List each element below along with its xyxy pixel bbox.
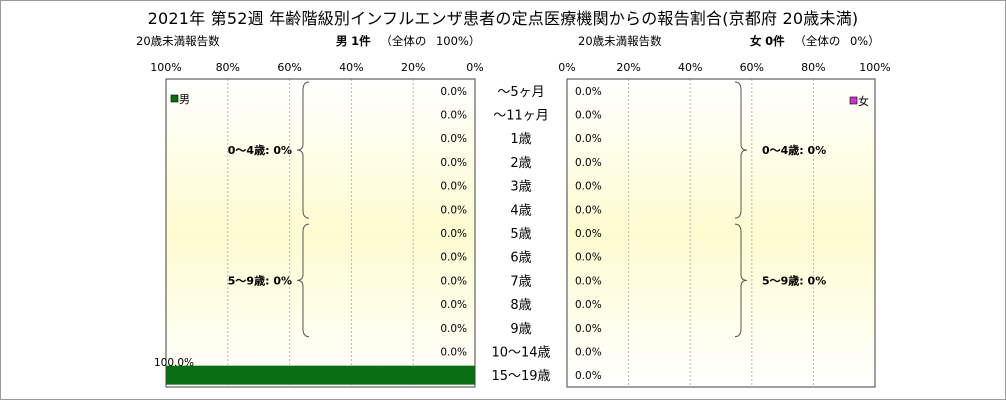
female-data-label: 0.0% — [575, 275, 602, 287]
female-count: 0件 — [765, 34, 785, 48]
male-tick-label: 40% — [339, 61, 363, 74]
female-summary: 女 0件 （全体の 0%） — [750, 33, 880, 49]
female-tick-label: 60% — [740, 61, 764, 74]
category-label: 5歳 — [510, 227, 531, 242]
category-label: 9歳 — [510, 322, 531, 337]
female-data-label: 0.0% — [575, 133, 602, 145]
category-label: 10～14歳 — [491, 345, 550, 360]
female-legend-swatch — [849, 96, 858, 105]
female-tick-label: 100% — [859, 61, 890, 74]
male-count: 1件 — [351, 34, 371, 48]
category-label: ～5ヶ月 — [497, 85, 544, 100]
male-legend-swatch — [170, 94, 179, 103]
female-tick-label: 20% — [616, 61, 640, 74]
male-tick-label: 80% — [216, 61, 240, 74]
chart-title: 2021年 第52週 年齢階級別インフルエンザ患者の定点医療機関からの報告割合(… — [147, 9, 859, 28]
category-label: 1歳 — [510, 132, 531, 147]
female-data-label: 0.0% — [575, 204, 602, 216]
male-data-label: 100.0% — [154, 357, 194, 369]
male-group-brace — [296, 81, 310, 219]
female-group-label: 0～4歳: 0% — [762, 143, 826, 157]
category-label: 2歳 — [510, 156, 531, 171]
category-label: 4歳 — [510, 203, 531, 218]
male-summary: 男 1件 （全体の 100%） — [336, 33, 480, 49]
category-label: 7歳 — [510, 274, 531, 289]
female-tick-label: 80% — [801, 61, 825, 74]
male-left-label: 20歳未満報告数 — [136, 34, 220, 48]
male-data-label: 0.0% — [440, 181, 467, 193]
male-share-value: 100%） — [435, 34, 481, 48]
female-data-label: 0.0% — [575, 228, 602, 240]
female-name: 女 — [750, 34, 762, 48]
female-tick-label: 0% — [558, 61, 575, 74]
female-data-label: 0.0% — [575, 86, 602, 98]
male-group-label: 0～4歳: 0% — [228, 143, 292, 157]
male-data-label: 0.0% — [440, 299, 467, 311]
male-plot-border — [165, 78, 476, 388]
category-label: 8歳 — [510, 298, 531, 313]
category-label: 15～19歳 — [491, 369, 550, 384]
category-label: ～11ヶ月 — [493, 109, 549, 124]
male-bar — [166, 365, 475, 385]
female-plot-area — [567, 79, 875, 387]
female-group-label: 5～9歳: 0% — [762, 273, 826, 287]
male-tick-label: 100% — [150, 61, 181, 74]
male-group-label: 5～9歳: 0% — [228, 273, 292, 287]
female-group-brace — [734, 223, 748, 338]
male-legend-label: 男 — [179, 93, 190, 106]
female-share-value: 0%） — [849, 34, 880, 48]
male-group-brace — [296, 223, 310, 338]
male-data-label: 0.0% — [440, 133, 467, 145]
female-legend-label: 女 — [858, 94, 869, 108]
category-label: 3歳 — [510, 180, 531, 195]
male-name: 男 — [336, 34, 348, 48]
male-share-label: （全体の — [380, 34, 427, 48]
female-data-label: 0.0% — [575, 110, 602, 122]
male-tick-label: 60% — [277, 61, 301, 74]
male-data-label: 0.0% — [440, 346, 467, 358]
female-group-brace — [734, 81, 748, 219]
male-data-label: 0.0% — [440, 110, 467, 122]
male-data-label: 0.0% — [440, 228, 467, 240]
male-tick-label: 0% — [466, 61, 483, 74]
male-data-label: 0.0% — [440, 86, 467, 98]
female-data-label: 0.0% — [575, 252, 602, 264]
female-data-label: 0.0% — [575, 370, 602, 382]
male-plot-area — [166, 79, 475, 387]
female-left-label: 20歳未満報告数 — [578, 34, 662, 48]
female-tick-label: 40% — [678, 61, 702, 74]
male-data-label: 0.0% — [440, 204, 467, 216]
male-data-label: 0.0% — [440, 323, 467, 335]
female-data-label: 0.0% — [575, 346, 602, 358]
female-data-label: 0.0% — [575, 323, 602, 335]
male-data-label: 0.0% — [440, 275, 467, 287]
female-data-label: 0.0% — [575, 157, 602, 169]
male-data-label: 0.0% — [440, 157, 467, 169]
female-plot-border — [566, 78, 876, 388]
female-data-label: 0.0% — [575, 299, 602, 311]
female-data-label: 0.0% — [575, 181, 602, 193]
male-tick-label: 20% — [401, 61, 425, 74]
category-label: 6歳 — [510, 251, 531, 266]
female-share-label: （全体の — [794, 34, 841, 48]
male-data-label: 0.0% — [440, 252, 467, 264]
